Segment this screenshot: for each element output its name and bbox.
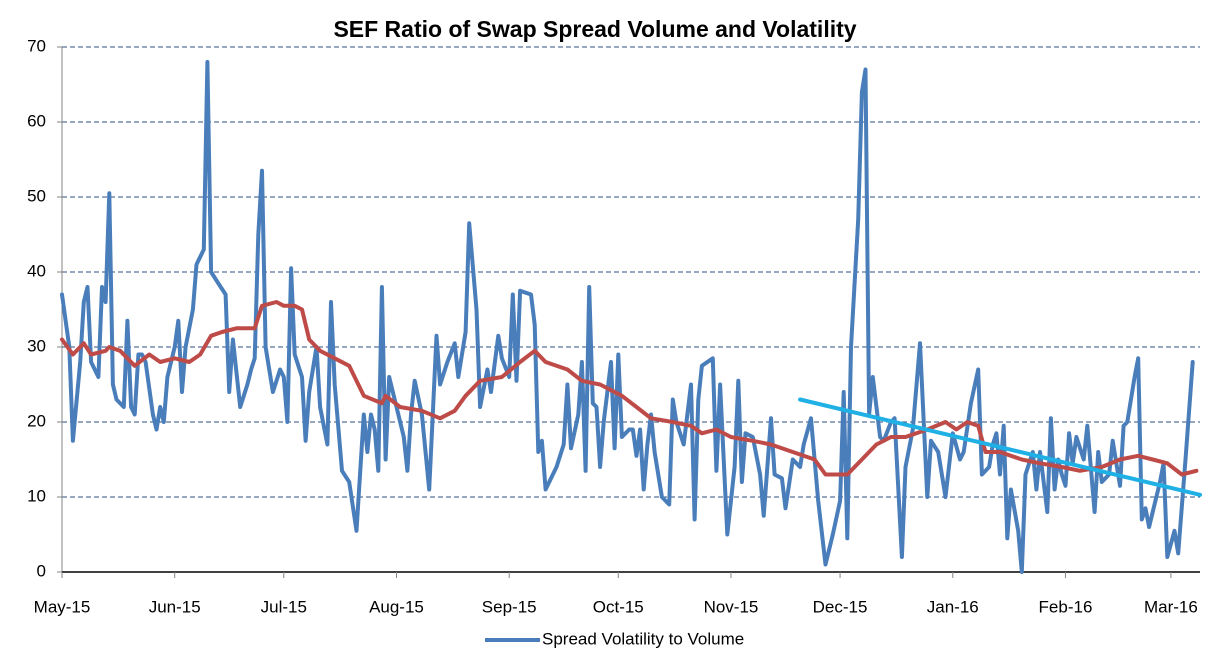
y-tick-label: 50 xyxy=(27,186,46,205)
x-tick-label: Jan-16 xyxy=(927,597,979,616)
x-tick-label: Aug-15 xyxy=(369,597,424,616)
x-tick-label: Mar-16 xyxy=(1144,597,1198,616)
y-tick-label: 70 xyxy=(27,36,46,55)
x-tick-label: Sep-15 xyxy=(482,597,537,616)
x-tick-label: Feb-16 xyxy=(1039,597,1093,616)
x-tick-label: Nov-15 xyxy=(704,597,759,616)
y-tick-label: 20 xyxy=(27,411,46,430)
x-tick-label: May-15 xyxy=(34,597,91,616)
series-line xyxy=(60,60,1195,574)
legend-item: Spread Volatility to Volume xyxy=(485,629,744,648)
y-tick-label: 0 xyxy=(37,561,46,580)
series-line xyxy=(60,300,1199,477)
x-tick-label: Oct-15 xyxy=(593,597,644,616)
chart-title: SEF Ratio of Swap Spread Volume and Vola… xyxy=(333,16,856,42)
x-tick-label: Dec-15 xyxy=(813,597,868,616)
y-tick-label: 30 xyxy=(27,336,46,355)
x-tick-label: Jul-15 xyxy=(261,597,307,616)
series-line xyxy=(798,397,1202,497)
x-tick-label: Jun-15 xyxy=(149,597,201,616)
y-tick-label: 40 xyxy=(27,261,46,280)
legend-label: Spread Volatility to Volume xyxy=(542,629,744,648)
y-tick-label: 10 xyxy=(27,486,46,505)
y-tick-label: 60 xyxy=(27,111,46,130)
